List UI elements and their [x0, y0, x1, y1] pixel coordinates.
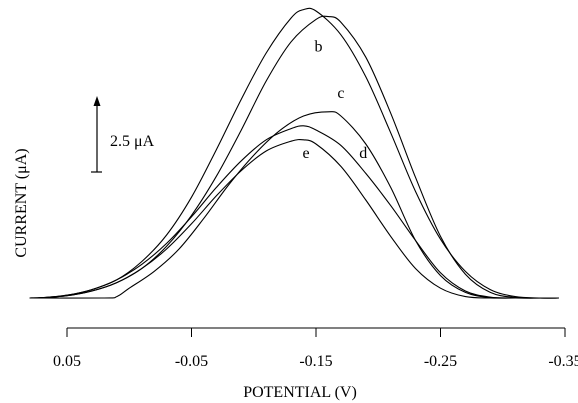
x-tick-label: 0.05 [53, 353, 81, 370]
y-axis-label: CURRENT (μA) [13, 148, 30, 257]
scale-bar-label: 2.5 μA [110, 133, 155, 150]
curve-label-c: c [337, 85, 344, 102]
x-tick-label: -0.15 [299, 353, 332, 370]
curve-c [29, 111, 559, 299]
x-tick-label: -0.35 [548, 353, 578, 370]
x-ticks-layer: 0.05 -0.05 -0.15 -0.25 -0.35 [53, 328, 578, 370]
curve-label-e: e [302, 145, 309, 162]
x-tick-label: -0.05 [175, 353, 208, 370]
scale-bar-arrowhead [93, 96, 101, 106]
curve-a [29, 7, 559, 299]
curve-label-b: b [314, 39, 322, 56]
x-tick-label: -0.25 [424, 353, 457, 370]
scale-bar: 2.5 μA [91, 96, 155, 173]
x-axis-label: POTENTIAL (V) [243, 384, 357, 401]
curve-b [29, 15, 559, 299]
curve-labels-layer: abcde [302, 39, 367, 162]
curves-layer [29, 7, 559, 299]
curve-d [29, 125, 559, 299]
curve-label-d: d [359, 145, 367, 162]
curve-e [29, 138, 559, 299]
